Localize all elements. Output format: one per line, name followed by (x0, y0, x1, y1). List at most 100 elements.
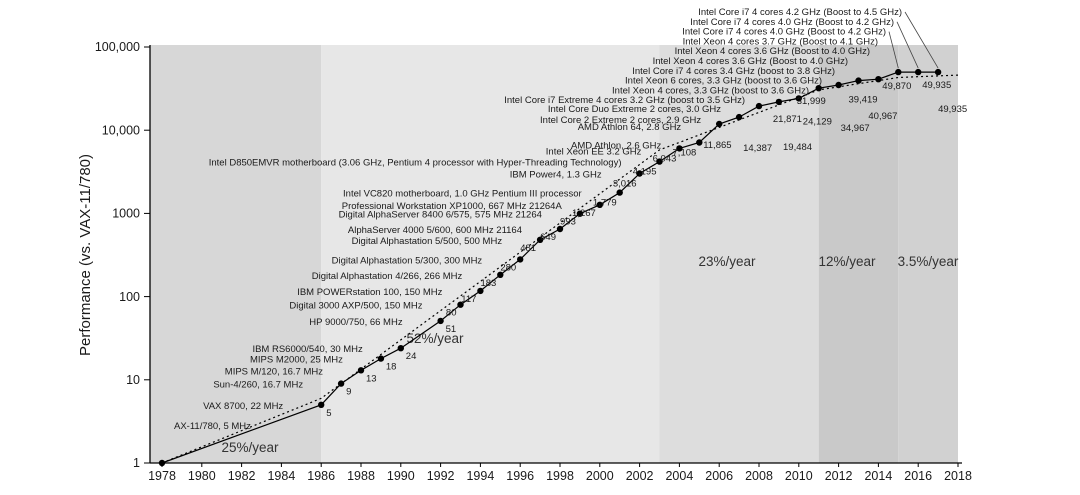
top-callout-label: Intel Xeon 4 cores 3.6 GHz (Boost to 4.0… (653, 56, 848, 67)
machine-callout: IBM Power4, 1.3 GHz (510, 170, 602, 181)
point-value-label: 49,870 (882, 81, 911, 92)
point-value-label: 7,108 (673, 148, 697, 159)
data-point (875, 76, 882, 83)
x-tick-label: 1990 (387, 469, 415, 483)
y-axis-title: Performance (vs. VAX-11/780) (77, 154, 94, 356)
point-value-label: 6,043 (653, 153, 677, 164)
data-point (716, 120, 723, 128)
point-value-label: 31,999 (797, 96, 826, 107)
x-tick-label: 2018 (944, 469, 972, 483)
x-tick-label: 1980 (188, 469, 216, 483)
data-point (755, 102, 763, 110)
point-value-label: 49,935 (922, 80, 951, 91)
point-value-label: 280 (500, 262, 516, 273)
point-value-label: 18 (386, 362, 397, 373)
x-tick-label: 2002 (626, 469, 654, 483)
data-point (895, 68, 902, 76)
x-tick-label: 1992 (427, 469, 455, 483)
machine-callout: VAX 8700, 22 MHz (203, 401, 283, 412)
point-value-label: 40,967 (868, 111, 897, 122)
data-point (795, 95, 802, 102)
data-points (158, 68, 942, 467)
data-point (457, 301, 464, 308)
data-point (357, 367, 365, 374)
top-callouts: Intel Core i7 4 cores 4.2 GHz (Boost to … (504, 7, 939, 106)
x-tick-label: 2010 (785, 469, 813, 483)
data-point (517, 256, 524, 263)
point-value-label: 34,967 (841, 123, 870, 134)
data-point (636, 170, 643, 177)
machine-callout: MIPS M/120, 16.7 MHz (225, 366, 323, 377)
machine-callout: HP 9000/750, 66 MHz (309, 317, 403, 328)
data-point (835, 81, 842, 89)
data-point (596, 201, 603, 208)
point-value-label: 1,779 (593, 198, 617, 209)
callout-leader-line (896, 21, 919, 69)
x-tick-label: 1988 (347, 469, 375, 483)
point-value-label: 49,935 (938, 104, 967, 115)
point-value-label: 80 (446, 308, 457, 319)
machine-callout: AlphaServer 4000 5/600, 600 MHz 21164 (348, 225, 522, 236)
point-value-label: 1,267 (572, 208, 596, 219)
data-point (735, 113, 743, 121)
machine-callout: Digital Alphastation 5/500, 500 MHz (352, 236, 503, 247)
era-growth-label: 25%/year (221, 440, 279, 455)
point-value-label: 481 (520, 243, 536, 254)
data-point (437, 317, 444, 325)
data-point (397, 345, 404, 352)
x-tick-label: 2008 (745, 469, 773, 483)
data-point (576, 210, 584, 217)
callout-leader-line (888, 31, 899, 69)
x-tick-label: 1982 (228, 469, 256, 483)
x-tick-label: 2012 (825, 469, 853, 483)
machine-callout: IBM RS6000/540, 30 MHz (252, 344, 363, 355)
top-callout-label: Intel Core i7 4 cores 4.2 GHz (Boost to … (698, 7, 902, 18)
machine-callout: AMD Athlon 64, 2.8 GHz (578, 122, 682, 133)
era-bands (150, 45, 958, 463)
x-tick-label: 1994 (466, 469, 494, 483)
x-tick-label: 1998 (546, 469, 574, 483)
x-tick-label: 2016 (904, 469, 932, 483)
era-band (898, 45, 958, 463)
machine-callout: AX-11/780, 5 MHz (174, 421, 251, 432)
y-tick-label: 1 (133, 456, 140, 470)
point-value-label: 993 (560, 217, 576, 228)
machine-callout: Digital Alphastation 4/266, 266 MHz (312, 271, 463, 282)
point-value-labels: 5 9 13 18 24 51 80 117 183 280 481 649 9931,2671,779… (326, 80, 967, 419)
data-point (656, 158, 663, 165)
top-callout-label: Intel Core i7 Extreme 4 cores 3.2 GHz (b… (504, 95, 745, 106)
machine-callout: Intel Xeon EE 3.2 GHz (546, 146, 642, 157)
machine-callout: Sun-4/260, 16.7 MHz (213, 380, 303, 391)
data-point (556, 225, 564, 233)
top-callout-label: Intel Core i7 4 cores 3.4 GHz (boost to … (632, 66, 835, 77)
point-value-label: 5 (326, 408, 331, 419)
point-value-label: 649 (540, 232, 556, 243)
data-point (477, 287, 484, 295)
y-tick-label: 10 (126, 373, 140, 387)
x-tick-label: 1984 (267, 469, 295, 483)
machine-callout: IBM POWERstation 100, 150 MHz (297, 287, 442, 298)
point-value-label: 13 (366, 373, 377, 384)
data-point (775, 98, 783, 106)
y-tick-label: 100 (119, 290, 140, 304)
top-callout-label: Intel Core i7 4 cores 4.0 GHz (Boost to … (682, 27, 886, 38)
axes: 1 10 100 1000 10,000 100,000 1978 1980 1982 1984 1… (95, 40, 972, 483)
data-point (676, 145, 683, 152)
point-value-label: 24,129 (803, 116, 832, 127)
x-tick-label: 1996 (506, 469, 534, 483)
machine-callout: Digital 3000 AXP/500, 150 MHz (289, 301, 422, 312)
x-tick-label: 1986 (307, 469, 335, 483)
machine-callout: Intel D850EMVR motherboard (3.06 GHz, Pe… (209, 158, 622, 169)
y-tick-label: 1000 (112, 207, 140, 221)
top-callout-label: Intel Xeon 6 cores, 3.3 GHz (boost to 3.… (625, 76, 822, 87)
y-tick-label: 100,000 (95, 40, 140, 54)
data-point (696, 139, 703, 146)
callout-leader-line (904, 11, 939, 69)
data-point (915, 68, 922, 76)
era-growth-label: 12%/year (818, 254, 876, 269)
point-value-label: 51 (446, 324, 457, 335)
point-value-label: 21,871 (773, 114, 802, 125)
